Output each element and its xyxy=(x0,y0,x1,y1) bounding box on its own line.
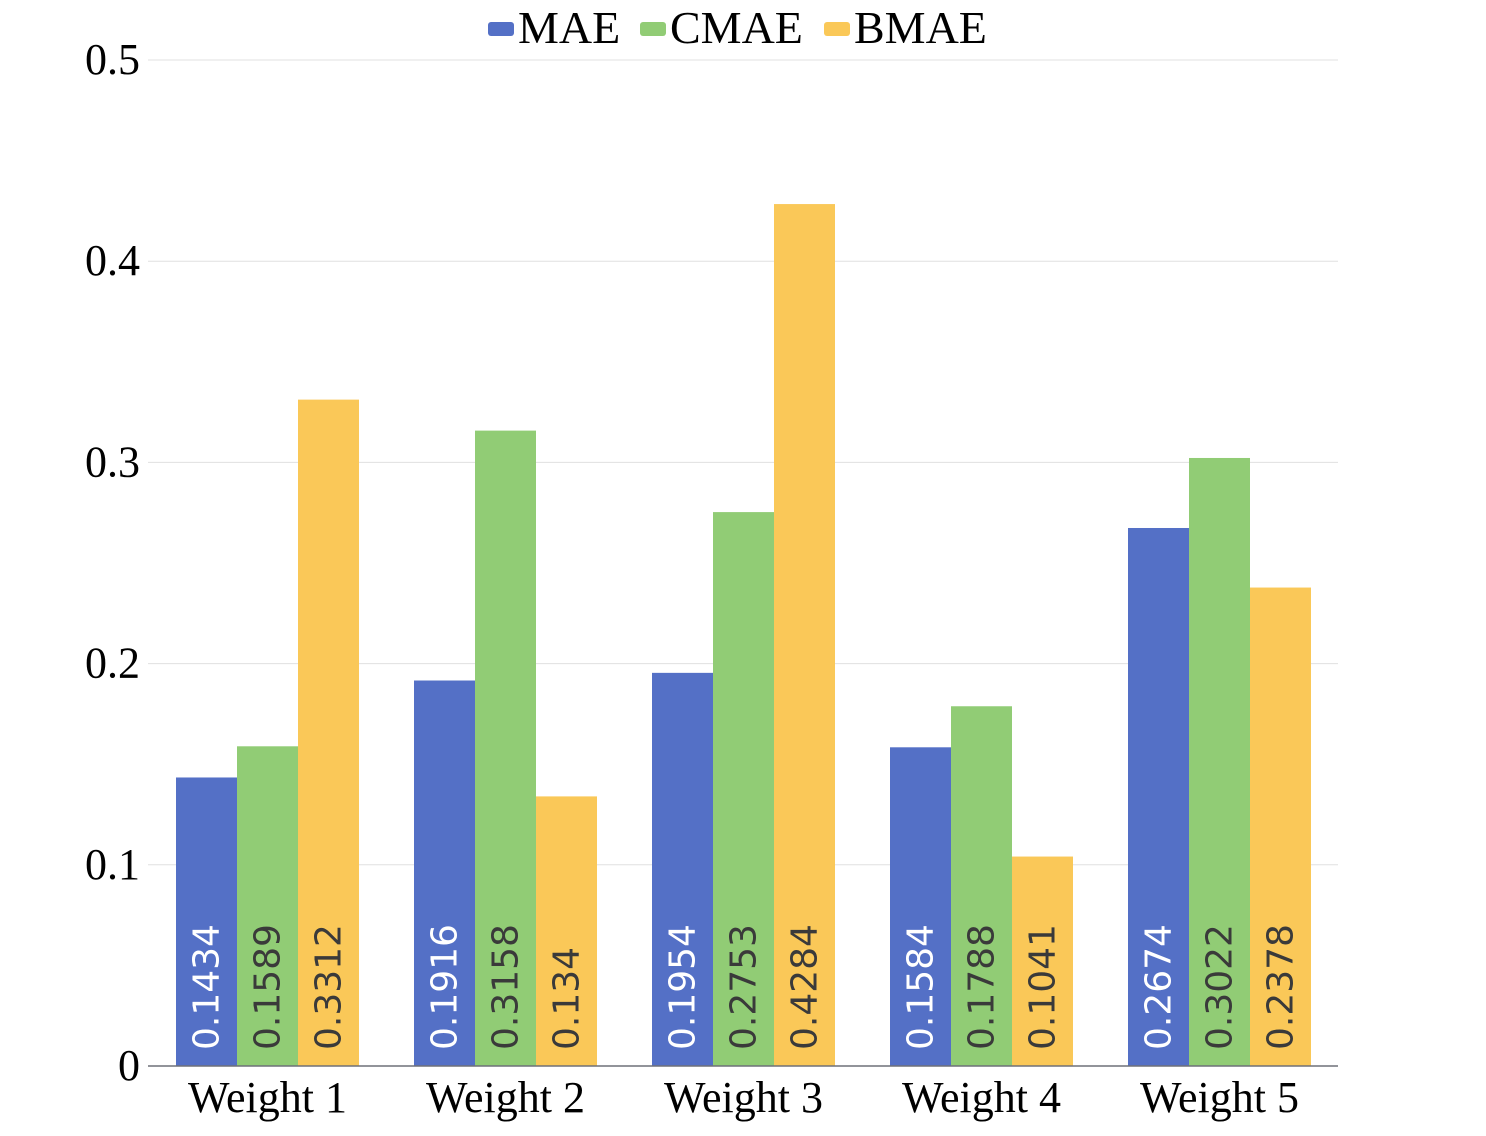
bar-mae xyxy=(414,680,475,1066)
bar-cmae xyxy=(475,430,536,1066)
legend-swatch-bmae xyxy=(824,22,850,36)
data-label: 0.2378 xyxy=(1261,924,1302,1050)
legend-label-mae: MAE xyxy=(518,2,620,53)
x-tick-label: Weight 4 xyxy=(902,1073,1061,1122)
data-label: 0.1788 xyxy=(962,924,1003,1050)
data-label: 0.1584 xyxy=(901,924,942,1050)
legend: MAE CMAE BMAE xyxy=(488,2,987,53)
x-tick-label: Weight 1 xyxy=(188,1073,347,1122)
y-tick-label: 0.3 xyxy=(85,437,140,486)
data-label: 0.2674 xyxy=(1139,924,1180,1050)
data-label: 0.1589 xyxy=(248,924,289,1050)
bar-bmae xyxy=(1250,587,1311,1066)
x-tick-label: Weight 2 xyxy=(426,1073,585,1122)
bar-cmae xyxy=(237,746,298,1066)
data-label: 0.3312 xyxy=(309,924,350,1050)
data-label: 0.4284 xyxy=(785,924,826,1050)
bar-cmae xyxy=(713,512,774,1066)
data-label: 0.3022 xyxy=(1200,924,1241,1050)
data-label: 0.134 xyxy=(547,947,588,1050)
bar-mae xyxy=(890,747,951,1066)
bar-bmae xyxy=(536,796,597,1066)
bar-bmae xyxy=(298,399,359,1066)
data-labels: 0.1434 0.1589 0.3312 0.1916 0.3158 0.134 0.195… xyxy=(187,924,1302,1050)
bar-cmae xyxy=(1189,457,1250,1066)
bar-mae xyxy=(652,672,713,1066)
data-label: 0.1434 xyxy=(187,924,228,1050)
legend-swatch-mae xyxy=(488,22,514,36)
x-axis: Weight 1 Weight 2 Weight 3 Weight 4 Weight 5 xyxy=(148,1065,1338,1122)
x-tick-label: Weight 5 xyxy=(1140,1073,1299,1122)
bars xyxy=(176,204,1311,1066)
legend-swatch-cmae xyxy=(640,22,666,36)
y-tick-label: 0.2 xyxy=(85,639,140,688)
data-label: 0.1954 xyxy=(663,924,704,1050)
bar-mae xyxy=(176,777,237,1066)
y-tick-label: 0.4 xyxy=(85,236,140,285)
y-tick-label: 0.1 xyxy=(85,840,140,889)
data-label: 0.1916 xyxy=(425,924,466,1050)
bar-mae xyxy=(1128,527,1189,1066)
y-tick-label: 0 xyxy=(118,1041,140,1090)
legend-label-bmae: BMAE xyxy=(854,2,987,53)
bar-cmae xyxy=(951,706,1012,1066)
x-tick-label: Weight 3 xyxy=(664,1073,823,1122)
data-label: 0.3158 xyxy=(486,924,527,1050)
legend-label-cmae: CMAE xyxy=(670,2,803,53)
data-label: 0.2753 xyxy=(724,924,765,1050)
bar-bmae xyxy=(1012,856,1073,1066)
y-tick-label: 0.5 xyxy=(85,35,140,84)
y-axis-ticks: 0 0.1 0.2 0.3 0.4 0.5 xyxy=(85,35,140,1090)
bar-bmae xyxy=(774,204,835,1066)
data-label: 0.1041 xyxy=(1023,924,1064,1050)
